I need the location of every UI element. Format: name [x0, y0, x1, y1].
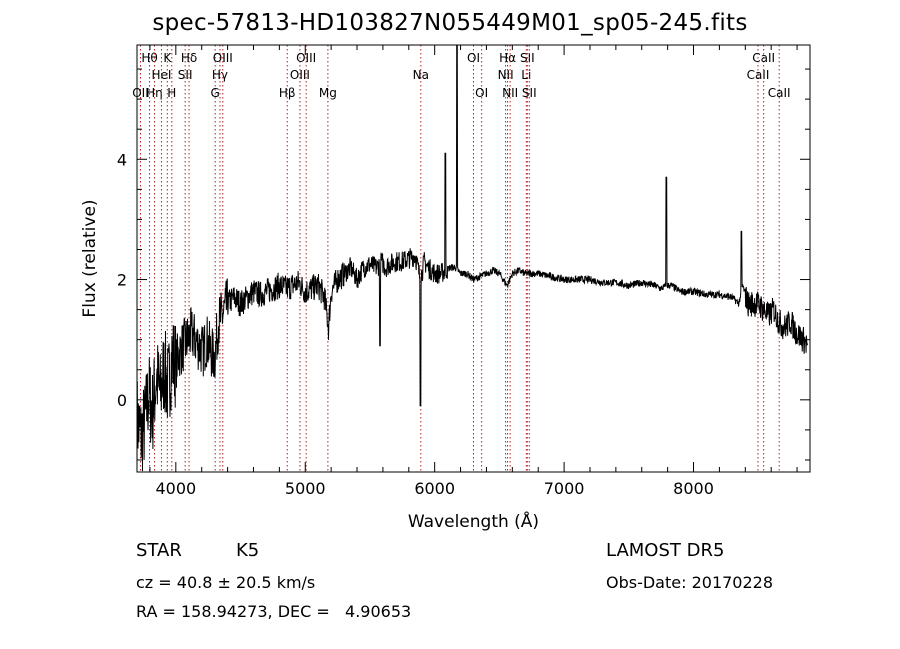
- spectrum-series: [136, 44, 808, 472]
- line-marker-label: K: [163, 51, 172, 65]
- obs-date-text: Obs-Date: 20170228: [606, 573, 774, 592]
- line-marker-label: G: [211, 86, 220, 100]
- chart-title: spec-57813-HD103827N055449M01_sp05-245.f…: [152, 10, 748, 36]
- line-marker-label: SII: [178, 68, 193, 82]
- x-tick-label: 7000: [544, 479, 585, 498]
- line-marker-label: Na: [413, 68, 429, 82]
- line-marker-label: OII: [132, 86, 149, 100]
- line-marker-label: Mg: [319, 86, 337, 100]
- y-tick-label: 0: [117, 391, 127, 410]
- line-marker-label: CaII: [747, 68, 770, 82]
- line-marker-label: Hα: [499, 51, 516, 65]
- y-tick-label: 2: [117, 271, 127, 290]
- class-label: STAR: [136, 540, 182, 561]
- x-tick-label: 6000: [414, 479, 455, 498]
- line-markers: OIIHθHηHeIKHSIIHδGHγOIIIHβOIIIOIIIMgNaOI…: [132, 45, 791, 472]
- y-axis-label: Flux (relative): [80, 199, 100, 317]
- line-marker-label: Hβ: [279, 86, 296, 100]
- line-marker-label: CaII: [768, 86, 791, 100]
- line-marker-label: HeI: [151, 68, 171, 82]
- subclass-label: K5: [236, 540, 260, 561]
- line-marker-label: CaII: [752, 51, 775, 65]
- redshift-text: cz = 40.8 ± 20.5 km/s: [136, 573, 316, 592]
- line-marker-label: SII: [520, 51, 535, 65]
- survey-label: LAMOST DR5: [606, 540, 725, 561]
- axes: 4000 5000 6000 7000 8000 0 2 4: [117, 45, 810, 498]
- line-marker-label: SII: [522, 86, 537, 100]
- y-tick-label: 4: [117, 150, 127, 169]
- line-marker-label: OI: [467, 51, 480, 65]
- plot-frame: [136, 44, 811, 473]
- line-marker-label: OIII: [213, 51, 233, 65]
- x-tick-label: 4000: [155, 479, 196, 498]
- line-marker-label: H: [167, 86, 176, 100]
- line-marker-label: OIII: [296, 51, 316, 65]
- line-marker-label: OI: [475, 86, 488, 100]
- line-marker-label: NII: [502, 86, 518, 100]
- coordinates-text: RA = 158.94273, DEC = 4.90653: [136, 602, 412, 621]
- line-marker-label: Li: [521, 68, 531, 82]
- line-marker-label: OIII: [290, 68, 310, 82]
- line-marker-label: NII: [498, 68, 514, 82]
- line-marker-label: Hδ: [181, 51, 197, 65]
- line-marker-label: Hη: [146, 86, 163, 100]
- x-axis-label: Wavelength (Å): [408, 510, 539, 532]
- line-marker-label: Hγ: [212, 68, 228, 82]
- line-marker-label: Hθ: [141, 51, 157, 65]
- x-tick-label: 8000: [673, 479, 714, 498]
- spectrum-line: [136, 44, 808, 472]
- x-tick-label: 5000: [285, 479, 326, 498]
